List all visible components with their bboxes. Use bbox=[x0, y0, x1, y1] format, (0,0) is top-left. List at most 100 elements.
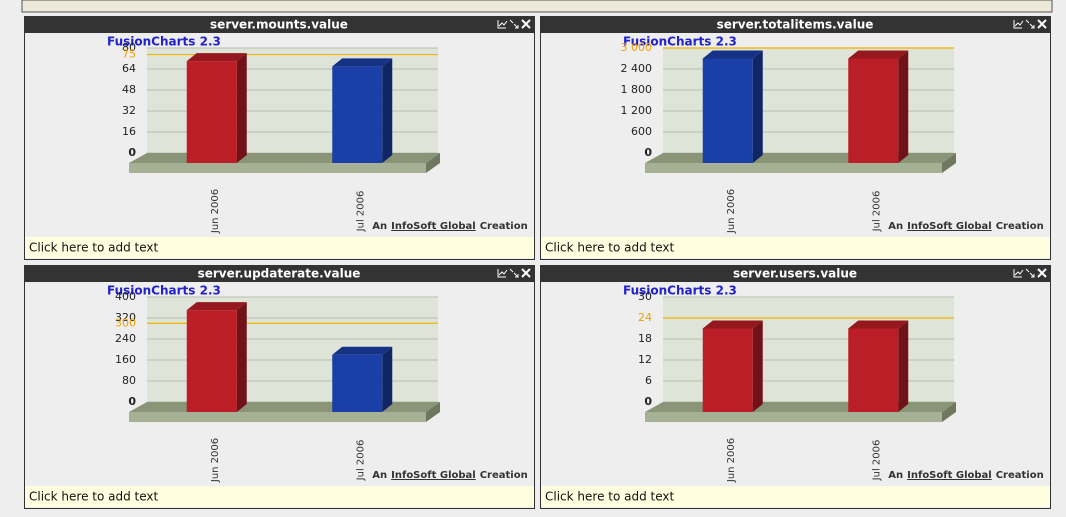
credit-part: Creation bbox=[996, 470, 1044, 481]
resize-icon[interactable] bbox=[509, 19, 519, 29]
close-icon[interactable] bbox=[521, 268, 531, 278]
panel-title: server.mounts.value bbox=[210, 18, 348, 32]
bar-side bbox=[382, 346, 393, 412]
y-tick-label: 6 bbox=[645, 374, 652, 387]
y-tick-label: 16 bbox=[122, 125, 136, 138]
panel-header bbox=[540, 16, 1051, 33]
top-strip bbox=[21, 0, 1053, 13]
y-tick-label: 18 bbox=[638, 332, 652, 345]
credit: An InfoSoft Global Creation bbox=[888, 221, 1043, 232]
footer-bar[interactable] bbox=[541, 237, 1050, 258]
credit-part: InfoSoft Global bbox=[907, 470, 992, 481]
bar bbox=[702, 58, 753, 163]
y-tick-label: 1 800 bbox=[621, 83, 653, 96]
y-tick-label: 30 bbox=[638, 290, 652, 303]
floor-side bbox=[942, 402, 956, 422]
bar bbox=[186, 61, 237, 163]
footer-bar[interactable] bbox=[541, 486, 1050, 507]
bar-top bbox=[332, 346, 393, 355]
credit: An InfoSoft Global Creation bbox=[888, 470, 1043, 481]
bar bbox=[186, 310, 237, 412]
bar-top bbox=[702, 50, 763, 59]
y-tick-label: 400 bbox=[115, 290, 136, 303]
y-tick-label: 320 bbox=[115, 311, 136, 324]
brand: FusionCharts 2.3 bbox=[623, 35, 737, 49]
credit-part: An bbox=[888, 470, 903, 481]
bar-top bbox=[848, 50, 909, 59]
floor-front bbox=[129, 163, 426, 173]
footer-text[interactable]: Click here to add text bbox=[545, 490, 675, 504]
bar-side bbox=[898, 50, 909, 163]
y-tick-label: 0 bbox=[128, 395, 136, 408]
chart-icon[interactable] bbox=[497, 269, 508, 278]
x-tick-label: Jun 2006 bbox=[210, 438, 221, 483]
credit-part: An bbox=[372, 470, 387, 481]
floor-top bbox=[645, 153, 956, 163]
floor-side bbox=[426, 153, 440, 173]
y-tick-label: 240 bbox=[115, 332, 136, 345]
footer-bar[interactable] bbox=[25, 237, 534, 258]
y-tick-label: 3 000 bbox=[621, 41, 653, 54]
resize-icon[interactable] bbox=[509, 268, 519, 278]
floor-top bbox=[645, 402, 956, 412]
footer-text[interactable]: Click here to add text bbox=[29, 490, 159, 504]
credit-part: InfoSoft Global bbox=[907, 221, 992, 232]
bar-top bbox=[848, 320, 909, 329]
chart-icon[interactable] bbox=[1013, 269, 1024, 278]
bar-side bbox=[382, 58, 393, 163]
y-tick-label: 64 bbox=[122, 62, 136, 75]
panel-header bbox=[540, 265, 1051, 282]
floor-top bbox=[129, 153, 440, 163]
x-tick-label: Jun 2006 bbox=[726, 189, 737, 234]
threshold-label: 300 bbox=[115, 316, 136, 329]
credit: An InfoSoft Global Creation bbox=[372, 470, 527, 481]
resize-icon[interactable] bbox=[1025, 268, 1035, 278]
close-icon[interactable] bbox=[1037, 19, 1047, 29]
bar bbox=[848, 58, 899, 163]
panel-title: server.totalitems.value bbox=[717, 18, 874, 32]
bar-side bbox=[898, 320, 909, 412]
credit-part: An bbox=[888, 221, 903, 232]
credit-part: An bbox=[372, 221, 387, 232]
close-icon[interactable] bbox=[521, 19, 531, 29]
y-tick-label: 80 bbox=[122, 41, 136, 54]
threshold-label: 75 bbox=[122, 48, 136, 61]
x-tick-label: Jul 2006 bbox=[355, 440, 366, 482]
bar bbox=[332, 66, 383, 163]
resize-icon[interactable] bbox=[1025, 19, 1035, 29]
y-tick-label: 0 bbox=[644, 146, 652, 159]
y-tick-label: 24 bbox=[638, 311, 652, 324]
brand: FusionCharts 2.3 bbox=[623, 284, 737, 298]
y-tick-label: 160 bbox=[115, 353, 136, 366]
footer-text[interactable]: Click here to add text bbox=[545, 241, 675, 255]
panel: server.users.value FusionCharts 2.3 0 6 12 18… bbox=[540, 265, 1051, 509]
footer-bar[interactable] bbox=[25, 486, 534, 507]
bar bbox=[702, 328, 753, 412]
close-icon[interactable] bbox=[1037, 268, 1047, 278]
credit-part: InfoSoft Global bbox=[391, 221, 476, 232]
panel-header bbox=[24, 16, 535, 33]
panel: server.totalitems.value FusionCharts 2.3 0… bbox=[540, 16, 1051, 260]
bar-top bbox=[186, 302, 247, 311]
chart-icon[interactable] bbox=[1013, 20, 1024, 29]
x-tick-label: Jul 2006 bbox=[871, 191, 882, 233]
bar-top bbox=[332, 58, 393, 67]
y-tick-label: 48 bbox=[122, 83, 136, 96]
floor-side bbox=[426, 402, 440, 422]
bar-side bbox=[236, 53, 247, 163]
y-tick-label: 1 200 bbox=[621, 104, 653, 117]
x-tick-label: Jul 2006 bbox=[871, 440, 882, 482]
chart-icon[interactable] bbox=[497, 20, 508, 29]
footer-text[interactable]: Click here to add text bbox=[29, 241, 159, 255]
bar-side bbox=[236, 302, 247, 412]
panel-title: server.updaterate.value bbox=[198, 267, 361, 281]
panel-header bbox=[24, 265, 535, 282]
x-tick-label: Jun 2006 bbox=[210, 189, 221, 234]
panel: server.mounts.value FusionCharts 2.3 0 16 32… bbox=[24, 16, 535, 260]
floor-front bbox=[645, 163, 942, 173]
bar bbox=[848, 328, 899, 412]
x-tick-label: Jun 2006 bbox=[726, 438, 737, 483]
brand: FusionCharts 2.3 bbox=[107, 284, 221, 298]
y-tick-label: 32 bbox=[122, 104, 136, 117]
